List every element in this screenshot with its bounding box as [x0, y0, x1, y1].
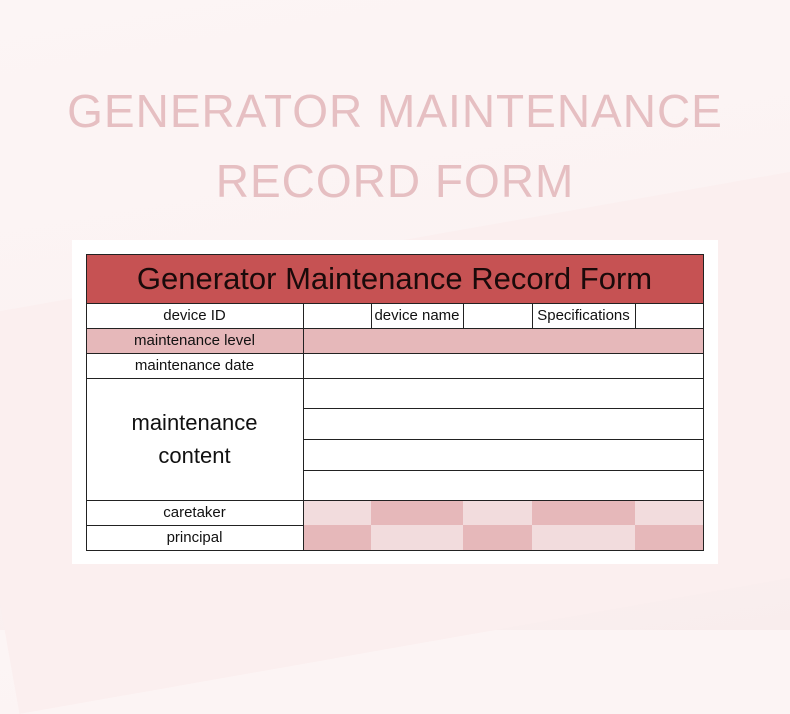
label-maintenance-content-line1: maintenance [131, 410, 258, 435]
caretaker-cell-5[interactable] [635, 500, 703, 525]
principal-cell-4[interactable] [532, 525, 635, 550]
grid-line [86, 525, 304, 526]
label-device-name: device name [374, 307, 460, 324]
grid-line [303, 408, 704, 409]
device-id-field[interactable] [303, 303, 371, 328]
label-device-id: device ID [163, 307, 226, 324]
principal-cell-2[interactable] [371, 525, 463, 550]
maintenance-content-field-4[interactable] [303, 470, 703, 500]
maintenance-content-field-1[interactable] [303, 378, 703, 408]
label-maintenance-content: maintenance content [86, 378, 303, 500]
page-heading-line2: RECORD FORM [215, 155, 575, 207]
maintenance-content-field-2[interactable] [303, 409, 703, 439]
maintenance-content-field-3[interactable] [303, 439, 703, 469]
label-maintenance-date: maintenance date [134, 357, 255, 374]
maintenance-date-field[interactable] [303, 353, 703, 378]
label-maintenance-content-line2: content [158, 443, 231, 468]
page-heading-line1: GENERATOR MAINTENANCE [67, 85, 723, 137]
label-specifications: Specifications [537, 307, 630, 324]
label-caretaker: caretaker [163, 504, 226, 521]
grid-line [86, 500, 704, 501]
principal-cell-5[interactable] [635, 525, 703, 550]
grid-line [86, 254, 704, 255]
principal-cell-3[interactable] [463, 525, 532, 550]
grid-line [86, 254, 87, 551]
label-principal: principal [166, 529, 223, 546]
grid-line [635, 303, 636, 328]
grid-line [86, 303, 704, 304]
device-name-field[interactable] [463, 303, 532, 328]
specifications-field[interactable] [635, 303, 703, 328]
caretaker-cell-4[interactable] [532, 500, 635, 525]
grid-line [703, 254, 704, 551]
label-maintenance-level: maintenance level [134, 332, 255, 349]
grid-line [303, 470, 704, 471]
principal-cell-1[interactable] [303, 525, 371, 550]
caretaker-cell-1[interactable] [303, 500, 371, 525]
grid-line [86, 328, 704, 329]
grid-line [371, 303, 372, 328]
grid-line [86, 378, 704, 379]
maintenance-level-row [86, 328, 703, 353]
grid-line [86, 550, 704, 551]
grid-line [303, 303, 304, 551]
form-title: Generator Maintenance Record Form [86, 254, 703, 303]
grid-line [532, 303, 533, 328]
maintenance-level-field[interactable] [303, 328, 703, 353]
grid-line [86, 353, 704, 354]
caretaker-cell-3[interactable] [463, 500, 532, 525]
grid-line [303, 439, 704, 440]
grid-line [463, 303, 464, 328]
caretaker-cell-2[interactable] [371, 500, 463, 525]
